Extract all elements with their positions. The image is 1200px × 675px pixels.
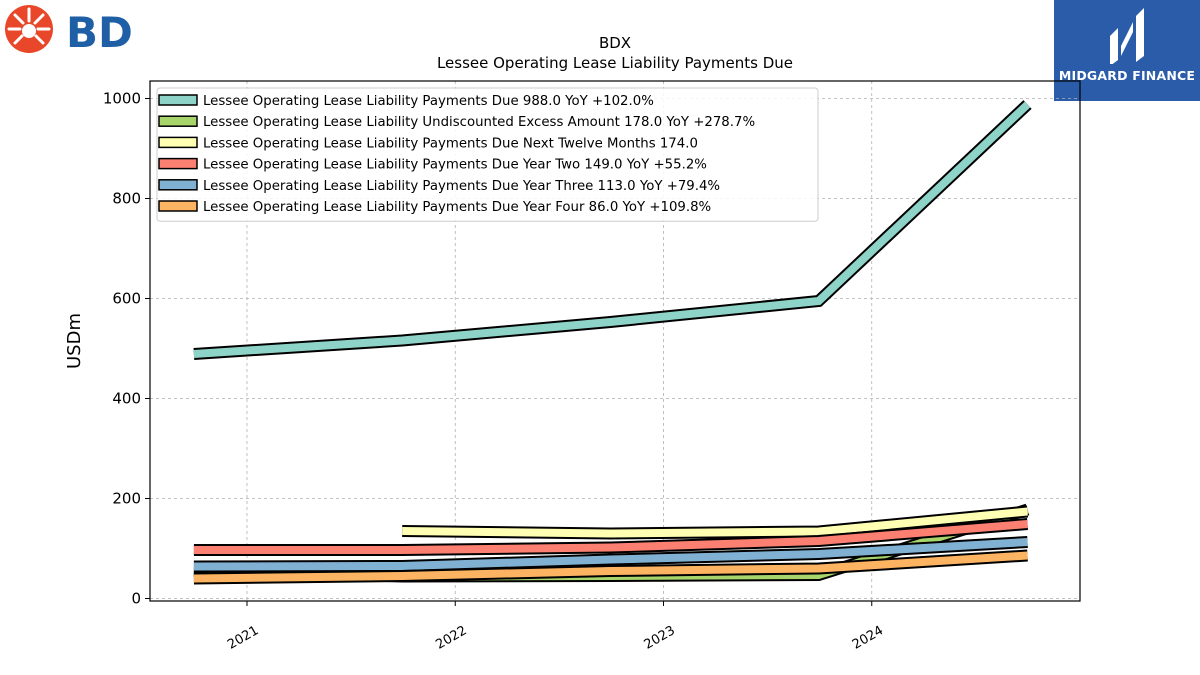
legend-item-3: Lessee Operating Lease Liability Payment… <box>158 136 698 151</box>
partner-name: MIDGARD FINANCE <box>1058 68 1196 83</box>
legend-label: Lessee Operating Lease Liability Payment… <box>203 200 711 215</box>
chart-title: BDX <box>599 34 631 52</box>
y-tick-label: 200 <box>112 490 141 508</box>
chart-subtitle: Lessee Operating Lease Liability Payment… <box>437 54 793 72</box>
legend-swatch <box>158 200 198 212</box>
legend-item-5: Lessee Operating Lease Liability Payment… <box>158 179 720 194</box>
grid <box>150 81 1080 601</box>
x-tick-label: 2024 <box>850 623 886 653</box>
legend-swatch <box>158 157 198 170</box>
legend-label: Lessee Operating Lease Liability Payment… <box>203 179 720 194</box>
y-tick-label: 0 <box>131 590 141 608</box>
legend-label: Lessee Operating Lease Liability Payment… <box>203 158 707 173</box>
series-line <box>193 520 1028 554</box>
x-tick-label: 2023 <box>642 623 678 653</box>
legend-label: Lessee Operating Lease Liability Payment… <box>203 94 654 109</box>
legend-item-1: Lessee Operating Lease Liability Payment… <box>158 94 654 109</box>
series-4 <box>193 518 1028 556</box>
series-line <box>402 507 1028 538</box>
series-layer <box>193 100 1032 585</box>
legend-swatch <box>158 136 198 149</box>
legend-item-6: Lessee Operating Lease Liability Payment… <box>158 200 711 215</box>
y-tick-label: 600 <box>112 290 141 308</box>
midgard-finance-logo: MIDGARD FINANCE <box>1054 0 1200 101</box>
legend-swatch <box>158 94 198 106</box>
series-line <box>193 101 1031 358</box>
series-6 <box>193 549 1028 585</box>
midgard-emblem-icon <box>1110 8 1144 66</box>
bd-logo: BD <box>4 4 144 57</box>
legend-frame <box>156 87 819 222</box>
y-tick-label: 400 <box>112 390 141 408</box>
series-line <box>193 551 1028 583</box>
x-tick-label: 2022 <box>433 623 469 653</box>
series-3 <box>402 505 1029 540</box>
series-5 <box>193 536 1028 573</box>
y-axis-label: USDm <box>64 313 85 369</box>
legend-swatch <box>158 115 198 127</box>
plot-frame <box>149 80 1081 602</box>
bd-logo-text: BD <box>66 8 133 56</box>
legend-item-2: Lessee Operating Lease Liability Undisco… <box>158 115 755 130</box>
y-tick-label: 1000 <box>103 90 141 108</box>
series-line <box>193 538 1028 571</box>
legend-swatch <box>158 179 198 191</box>
legend-label: Lessee Operating Lease Liability Undisco… <box>203 115 755 130</box>
legend-label: Lessee Operating Lease Liability Payment… <box>203 136 698 151</box>
legend: Lessee Operating Lease Liability Payment… <box>156 87 819 222</box>
series-1 <box>193 100 1032 360</box>
x-tick-label: 2021 <box>225 623 261 653</box>
y-tick-label: 800 <box>112 190 141 208</box>
bd-burst-icon <box>5 5 53 53</box>
legend-item-4: Lessee Operating Lease Liability Payment… <box>158 157 707 173</box>
